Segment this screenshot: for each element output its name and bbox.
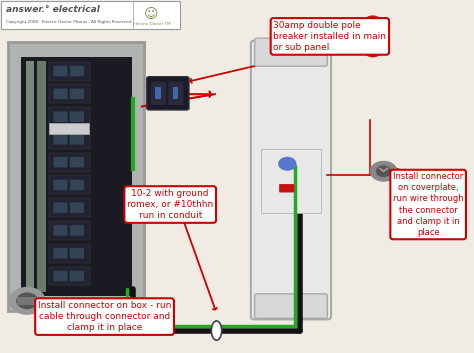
- FancyBboxPatch shape: [261, 149, 321, 214]
- Circle shape: [368, 29, 377, 36]
- FancyBboxPatch shape: [17, 297, 37, 305]
- FancyBboxPatch shape: [54, 271, 67, 281]
- FancyBboxPatch shape: [49, 198, 90, 217]
- Circle shape: [365, 26, 381, 39]
- FancyBboxPatch shape: [255, 294, 328, 318]
- FancyBboxPatch shape: [21, 58, 132, 295]
- FancyBboxPatch shape: [54, 111, 67, 122]
- FancyBboxPatch shape: [49, 84, 90, 103]
- FancyBboxPatch shape: [70, 111, 84, 122]
- FancyBboxPatch shape: [70, 271, 84, 281]
- Text: Install connector on box - run
cable through connector and
clamp it in place: Install connector on box - run cable thr…: [38, 301, 171, 332]
- FancyBboxPatch shape: [1, 1, 180, 29]
- FancyBboxPatch shape: [54, 134, 67, 145]
- Circle shape: [371, 161, 397, 181]
- FancyBboxPatch shape: [151, 82, 166, 105]
- FancyBboxPatch shape: [49, 123, 89, 134]
- FancyBboxPatch shape: [49, 267, 90, 286]
- FancyBboxPatch shape: [54, 66, 67, 76]
- Circle shape: [365, 16, 381, 29]
- FancyBboxPatch shape: [54, 180, 67, 190]
- FancyBboxPatch shape: [49, 130, 90, 149]
- FancyBboxPatch shape: [49, 175, 90, 195]
- FancyBboxPatch shape: [49, 107, 90, 126]
- FancyBboxPatch shape: [279, 184, 294, 192]
- FancyBboxPatch shape: [54, 248, 67, 258]
- Text: 10-2 with ground
romex, or #10thhn
run in conduit: 10-2 with ground romex, or #10thhn run i…: [127, 189, 213, 220]
- Text: answer.° electrical: answer.° electrical: [6, 5, 100, 14]
- FancyBboxPatch shape: [54, 157, 67, 167]
- Text: Copyright 2008   Electric Doctor Photos - All Rights Reserved: Copyright 2008 Electric Doctor Photos - …: [6, 19, 131, 24]
- FancyBboxPatch shape: [70, 248, 84, 258]
- Circle shape: [368, 19, 377, 26]
- Circle shape: [365, 44, 381, 57]
- Text: 30amp double pole
breaker installed in main
or sub panel: 30amp double pole breaker installed in m…: [273, 21, 386, 52]
- Ellipse shape: [211, 321, 222, 340]
- Circle shape: [9, 288, 45, 314]
- FancyBboxPatch shape: [49, 244, 90, 263]
- FancyBboxPatch shape: [70, 180, 84, 190]
- FancyBboxPatch shape: [70, 157, 84, 167]
- Text: ☺: ☺: [144, 7, 159, 21]
- FancyBboxPatch shape: [147, 77, 189, 110]
- FancyBboxPatch shape: [49, 221, 90, 240]
- Text: Install connector
on coverplate,
run wire through
the connector
and clamp it in
: Install connector on coverplate, run wir…: [393, 172, 464, 237]
- FancyBboxPatch shape: [54, 89, 67, 99]
- FancyBboxPatch shape: [173, 87, 178, 100]
- FancyBboxPatch shape: [70, 89, 84, 99]
- Circle shape: [17, 293, 37, 309]
- FancyBboxPatch shape: [168, 82, 183, 105]
- FancyBboxPatch shape: [49, 62, 90, 80]
- Circle shape: [376, 166, 391, 176]
- Circle shape: [279, 157, 296, 170]
- FancyBboxPatch shape: [70, 225, 84, 236]
- FancyBboxPatch shape: [70, 202, 84, 213]
- FancyBboxPatch shape: [255, 38, 328, 66]
- FancyBboxPatch shape: [26, 61, 34, 292]
- FancyBboxPatch shape: [9, 42, 145, 311]
- FancyBboxPatch shape: [54, 225, 67, 236]
- FancyBboxPatch shape: [155, 87, 161, 100]
- FancyBboxPatch shape: [37, 61, 46, 292]
- FancyBboxPatch shape: [49, 153, 90, 172]
- FancyBboxPatch shape: [54, 202, 67, 213]
- Text: Electric Doctor TM: Electric Doctor TM: [133, 22, 170, 26]
- FancyBboxPatch shape: [70, 134, 84, 145]
- FancyBboxPatch shape: [251, 41, 331, 319]
- FancyBboxPatch shape: [70, 66, 84, 76]
- Circle shape: [368, 47, 377, 54]
